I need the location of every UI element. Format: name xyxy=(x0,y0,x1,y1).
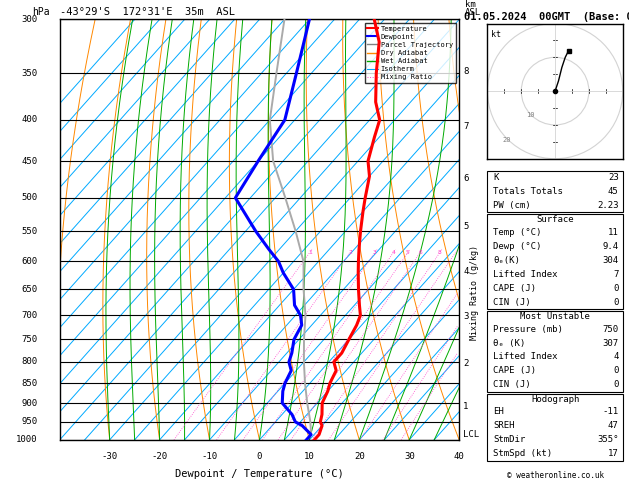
Text: 900: 900 xyxy=(21,399,38,408)
Text: StmSpd (kt): StmSpd (kt) xyxy=(493,449,552,458)
Text: 5: 5 xyxy=(406,250,409,255)
Text: 20: 20 xyxy=(354,452,365,461)
Text: Hodograph: Hodograph xyxy=(531,395,579,404)
Text: 3: 3 xyxy=(463,312,469,321)
Text: 20: 20 xyxy=(502,137,511,143)
Text: PW (cm): PW (cm) xyxy=(493,201,530,210)
Text: -20: -20 xyxy=(152,452,168,461)
Text: Dewp (°C): Dewp (°C) xyxy=(493,242,542,251)
Text: 950: 950 xyxy=(21,417,38,426)
Text: 7: 7 xyxy=(613,270,619,279)
Text: 304: 304 xyxy=(603,256,619,265)
Text: -43°29'S  172°31'E  35m  ASL: -43°29'S 172°31'E 35m ASL xyxy=(60,7,235,17)
Text: LCL: LCL xyxy=(463,430,479,439)
Text: 01.05.2024  00GMT  (Base: 06): 01.05.2024 00GMT (Base: 06) xyxy=(464,12,629,22)
Text: SREH: SREH xyxy=(493,421,515,430)
Text: 1: 1 xyxy=(463,401,469,411)
Text: 750: 750 xyxy=(603,325,619,333)
Text: 4: 4 xyxy=(463,267,469,276)
Text: 0: 0 xyxy=(257,452,262,461)
Text: -30: -30 xyxy=(102,452,118,461)
Text: 0: 0 xyxy=(613,284,619,293)
Text: 1: 1 xyxy=(308,250,311,255)
Text: 6: 6 xyxy=(463,174,469,183)
Text: Most Unstable: Most Unstable xyxy=(520,312,590,321)
Text: 650: 650 xyxy=(21,285,38,294)
Text: 850: 850 xyxy=(21,379,38,387)
Text: CIN (J): CIN (J) xyxy=(493,381,530,389)
Text: 8: 8 xyxy=(463,67,469,76)
Text: 0: 0 xyxy=(613,381,619,389)
Text: 450: 450 xyxy=(21,156,38,166)
Text: 4: 4 xyxy=(613,352,619,362)
Text: © weatheronline.co.uk: © weatheronline.co.uk xyxy=(506,471,604,480)
Text: StmDir: StmDir xyxy=(493,435,525,444)
Text: Lifted Index: Lifted Index xyxy=(493,270,557,279)
Text: 4: 4 xyxy=(391,250,395,255)
Text: CAPE (J): CAPE (J) xyxy=(493,284,536,293)
Text: θₑ(K): θₑ(K) xyxy=(493,256,520,265)
Text: 6: 6 xyxy=(418,250,422,255)
Text: 2: 2 xyxy=(463,359,469,368)
Text: 7: 7 xyxy=(463,122,469,131)
Text: 8: 8 xyxy=(438,250,442,255)
Text: 11: 11 xyxy=(608,228,619,237)
Legend: Temperature, Dewpoint, Parcel Trajectory, Dry Adiabat, Wet Adiabat, Isotherm, Mi: Temperature, Dewpoint, Parcel Trajectory… xyxy=(365,23,455,83)
Text: Mixing Ratio (g/kg): Mixing Ratio (g/kg) xyxy=(470,245,479,340)
Text: 40: 40 xyxy=(454,452,465,461)
Bar xyxy=(487,214,623,309)
Text: 355°: 355° xyxy=(597,435,619,444)
Text: 10: 10 xyxy=(304,452,314,461)
Text: 600: 600 xyxy=(21,257,38,266)
Text: 550: 550 xyxy=(21,226,38,236)
Text: -11: -11 xyxy=(603,407,619,417)
Text: 47: 47 xyxy=(608,421,619,430)
Text: 45: 45 xyxy=(608,187,619,196)
Text: 23: 23 xyxy=(608,173,619,182)
Text: Dewpoint / Temperature (°C): Dewpoint / Temperature (°C) xyxy=(175,469,344,479)
Text: km
ASL: km ASL xyxy=(465,0,481,17)
Bar xyxy=(487,394,623,461)
Text: 500: 500 xyxy=(21,193,38,202)
Text: 30: 30 xyxy=(404,452,415,461)
Text: kt: kt xyxy=(491,30,501,39)
Bar xyxy=(487,311,623,392)
Text: 307: 307 xyxy=(603,339,619,347)
Text: 3: 3 xyxy=(373,250,377,255)
Text: K: K xyxy=(493,173,498,182)
Text: θₑ (K): θₑ (K) xyxy=(493,339,525,347)
Text: 2.23: 2.23 xyxy=(597,201,619,210)
Text: Pressure (mb): Pressure (mb) xyxy=(493,325,563,333)
Text: 700: 700 xyxy=(21,311,38,320)
Text: hPa: hPa xyxy=(32,7,50,17)
Text: Totals Totals: Totals Totals xyxy=(493,187,563,196)
Text: CAPE (J): CAPE (J) xyxy=(493,366,536,375)
Text: 350: 350 xyxy=(21,69,38,78)
Text: 10: 10 xyxy=(526,112,535,119)
Text: 400: 400 xyxy=(21,115,38,124)
Text: CIN (J): CIN (J) xyxy=(493,297,530,307)
Text: 2: 2 xyxy=(348,250,352,255)
Text: 5: 5 xyxy=(463,222,469,231)
Text: 0: 0 xyxy=(613,297,619,307)
Text: EH: EH xyxy=(493,407,504,417)
Text: 750: 750 xyxy=(21,335,38,344)
Text: 1000: 1000 xyxy=(16,435,38,444)
Text: Temp (°C): Temp (°C) xyxy=(493,228,542,237)
Text: 17: 17 xyxy=(608,449,619,458)
Text: -10: -10 xyxy=(201,452,218,461)
Text: 9.4: 9.4 xyxy=(603,242,619,251)
Text: Lifted Index: Lifted Index xyxy=(493,352,557,362)
Bar xyxy=(487,171,623,212)
Text: 800: 800 xyxy=(21,357,38,366)
Text: 300: 300 xyxy=(21,15,38,24)
Text: 0: 0 xyxy=(613,366,619,375)
Text: Surface: Surface xyxy=(537,215,574,225)
